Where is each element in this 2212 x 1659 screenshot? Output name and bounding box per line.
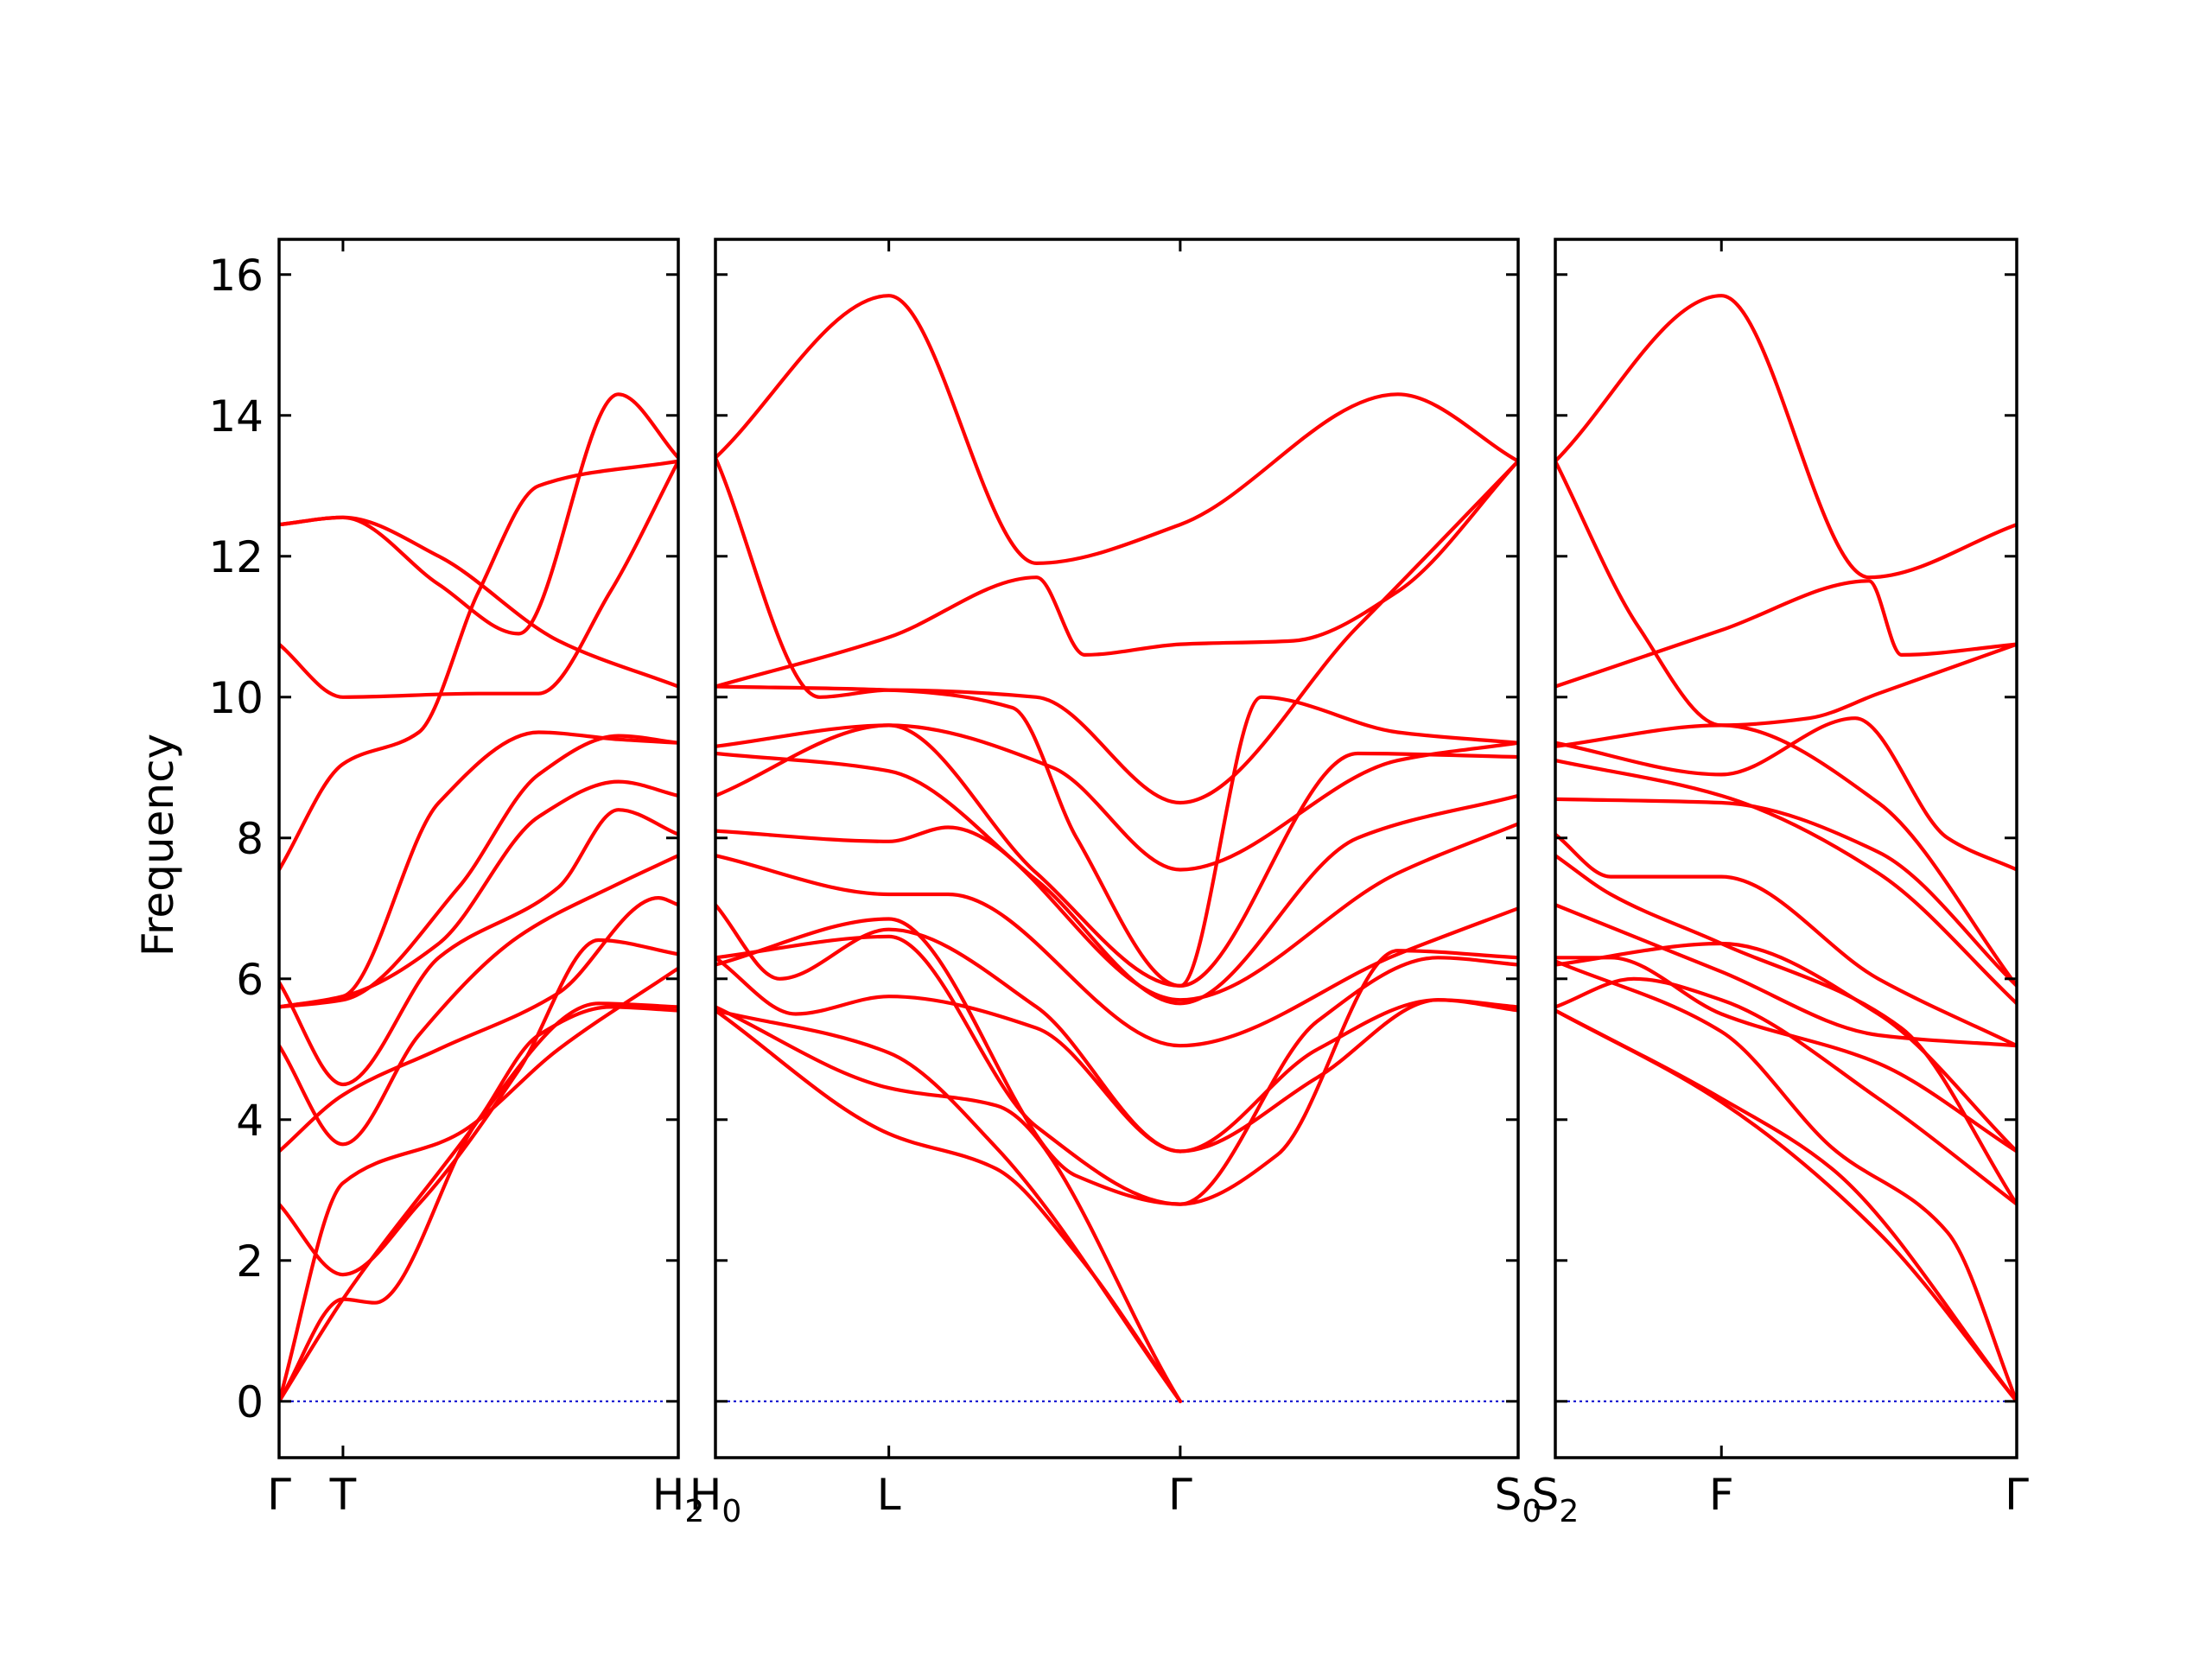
band-line-3	[1555, 959, 2017, 1403]
band-line-2	[279, 1001, 678, 1403]
x-tick-label: F	[1709, 1470, 1734, 1520]
band-line-7	[1555, 903, 2017, 1048]
band-line-1	[715, 1008, 1182, 1403]
panel-frame	[714, 238, 1520, 1459]
band-line-10	[1555, 759, 2017, 1006]
band-line-7	[715, 917, 1518, 1206]
band-line-3	[715, 1008, 1182, 1403]
panel-frame	[1554, 238, 2018, 1459]
y-tick-label: 8	[236, 814, 264, 864]
band-line-6	[715, 903, 1518, 1154]
band-line-6	[279, 854, 678, 1147]
panel-2: H0 L Γ S0	[690, 238, 1541, 1529]
x-tick-label: L	[877, 1470, 901, 1520]
band-line-10	[715, 751, 1518, 1006]
band-line-7	[279, 808, 678, 1087]
band-line-1	[1555, 1008, 2017, 1403]
x-tick-label: T	[329, 1470, 357, 1520]
y-tick-label: 2	[236, 1236, 264, 1287]
band-line-6	[1555, 941, 2017, 1154]
band-line-14	[715, 459, 1518, 689]
band-line-2	[1555, 1008, 2017, 1403]
band-line-16	[715, 455, 1518, 805]
y-axis-title: Frequency	[133, 734, 183, 957]
band-line-12	[279, 459, 678, 699]
band-line-11	[1555, 797, 2017, 988]
band-line-1	[279, 1005, 678, 1403]
band-line-15	[715, 294, 1518, 565]
band-line-4	[279, 938, 678, 1277]
band-line-9	[279, 734, 678, 1009]
band-line-14	[279, 515, 678, 689]
band-line-10	[279, 730, 678, 1009]
band-line-2	[715, 1005, 1182, 1403]
y-tick-label: 6	[236, 955, 264, 1005]
x-tick-label: Γ	[1168, 1470, 1192, 1520]
band-line-12	[1555, 723, 2017, 988]
x-tick-label-subscript: 0	[1522, 1494, 1541, 1529]
y-tick-label: 12	[208, 532, 264, 582]
band-line-5	[1555, 976, 2017, 1206]
panel-bands	[1555, 294, 2017, 1403]
band-line-5	[279, 896, 678, 1154]
x-tick-label-subscript: 2	[684, 1494, 704, 1529]
panel-frame	[277, 238, 680, 1459]
y-tick-label: 4	[236, 1096, 264, 1146]
band-line-12	[715, 723, 1518, 872]
x-tick-label-subscript: 0	[721, 1494, 741, 1529]
y-tick-label: 0	[236, 1377, 264, 1427]
band-line-9	[715, 822, 1518, 1002]
band-line-9	[1555, 832, 2017, 1048]
panel-bands	[715, 294, 1518, 1403]
x-tick-label-subscript: 2	[1559, 1494, 1579, 1529]
y-tick-label: 14	[208, 391, 264, 442]
band-line-13	[279, 392, 678, 636]
band-line-8	[1555, 854, 2017, 1206]
band-line-13	[1555, 716, 2017, 872]
panel-bands	[279, 392, 678, 1403]
panel-3: S2 F Γ	[1532, 238, 2029, 1529]
y-tick-label: 16	[208, 251, 264, 301]
band-line-16	[1555, 459, 2017, 728]
band-line-11	[279, 459, 678, 872]
band-line-8	[279, 779, 678, 1009]
y-tick-label: 10	[208, 673, 264, 723]
band-line-8	[715, 854, 1518, 1048]
band-line-4	[715, 956, 1518, 1154]
band-line-15	[1555, 294, 2017, 580]
x-tick-label: Γ	[2005, 1470, 2029, 1520]
x-tick-label: Γ	[267, 1470, 291, 1520]
